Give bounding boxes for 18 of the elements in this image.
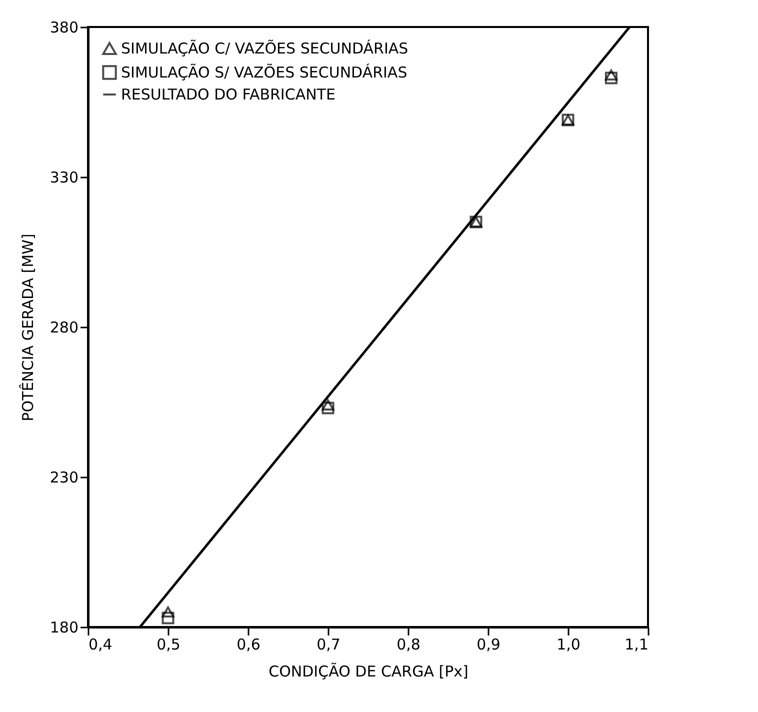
y-tick-label: 230 xyxy=(50,468,78,486)
x-tick-label: 0,4 xyxy=(88,636,112,654)
y-axis-title: POTÊNCIA GERADA [MW] xyxy=(18,234,37,422)
x-tick-label: 0,7 xyxy=(316,636,340,654)
x-tick-label: 0,6 xyxy=(236,636,260,654)
legend-label: SIMULAÇÃO C/ VAZÕES SECUNDÁRIAS xyxy=(121,40,408,58)
x-tick-label: 1,0 xyxy=(556,636,580,654)
x-tick-label: 0,5 xyxy=(156,636,180,654)
x-tick-label: 0,8 xyxy=(396,636,420,654)
legend-label: SIMULAÇÃO S/ VAZÕES SECUNDÁRIAS xyxy=(121,64,408,82)
x-tick-label: 0,9 xyxy=(476,636,500,654)
y-tick-label: 380 xyxy=(50,18,78,36)
legend-label: RESULTADO DO FABRICANTE xyxy=(121,86,336,104)
x-tick-label: 1,1 xyxy=(624,636,648,654)
x-axis-title: CONDIÇÃO DE CARGA [Px] xyxy=(268,662,468,680)
y-tick-label: 330 xyxy=(50,168,78,186)
y-tick-label: 280 xyxy=(50,318,78,336)
y-tick-label: 180 xyxy=(50,618,78,636)
